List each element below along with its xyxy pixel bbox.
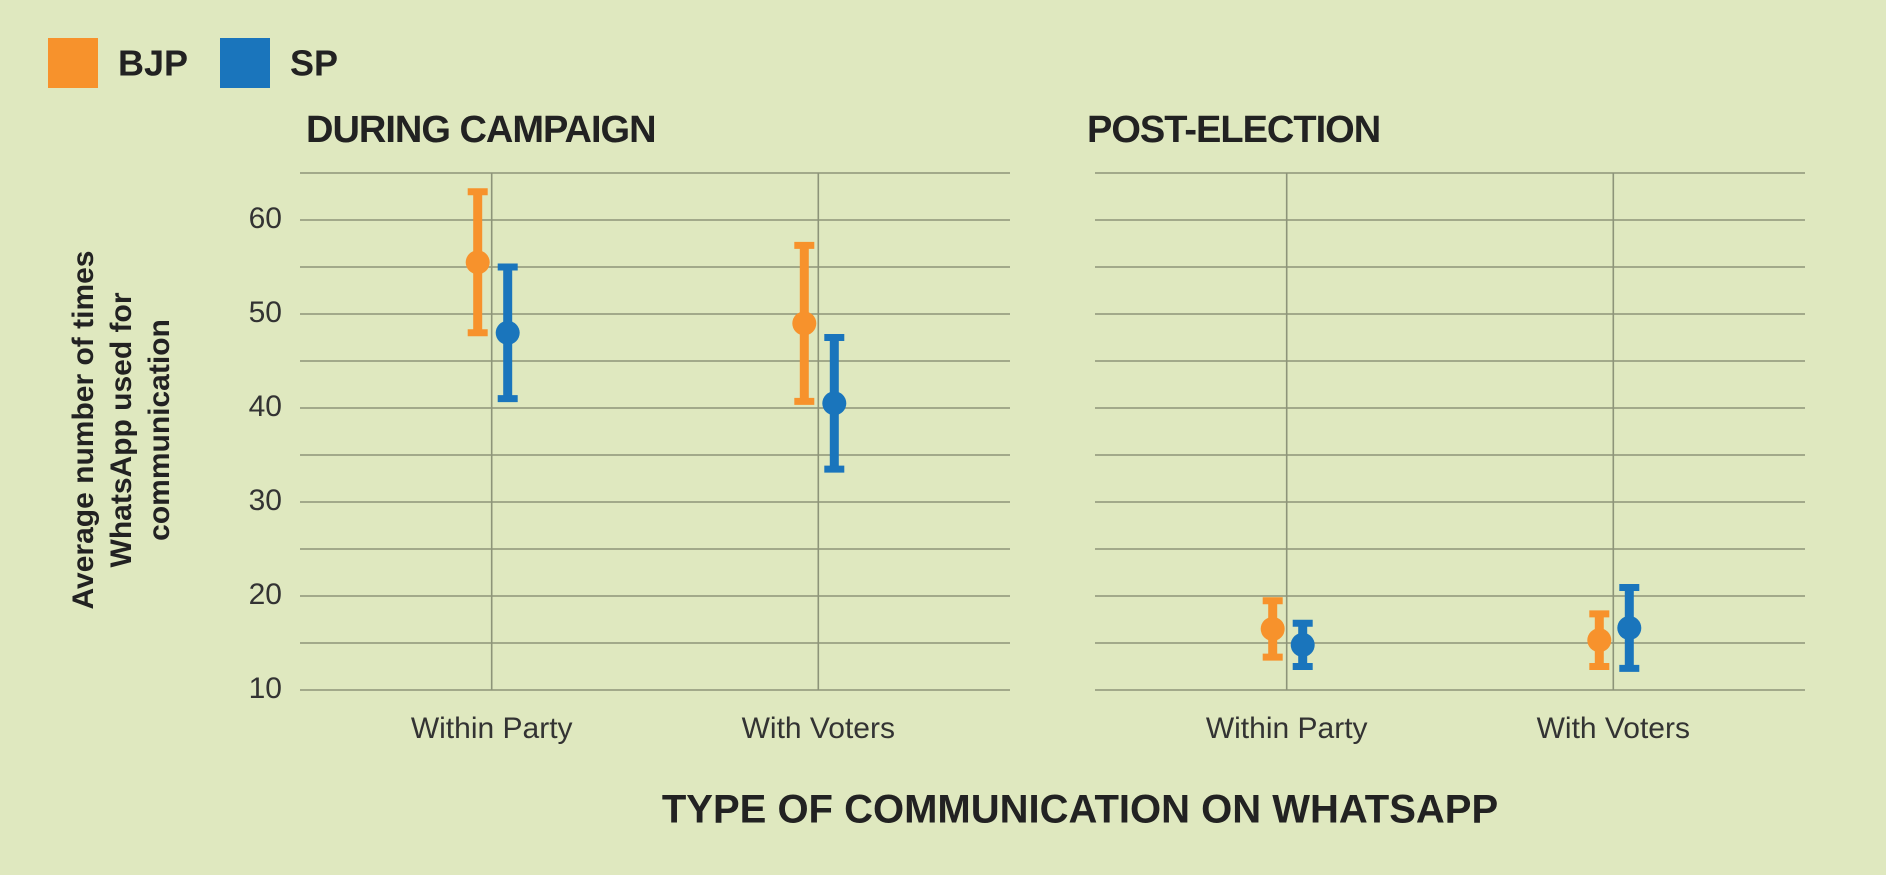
y-tick-label: 60 (249, 202, 282, 235)
y-axis-label: Average number of times (67, 251, 100, 610)
point (1260, 616, 1285, 641)
x-tick-label: Within Party (1206, 712, 1368, 745)
y-tick-label: 40 (249, 390, 282, 423)
x-tick-label: With Voters (1537, 712, 1690, 745)
point (1290, 632, 1315, 657)
legend-label: BJP (118, 43, 188, 84)
x-tick-label: With Voters (742, 712, 895, 745)
point (1587, 628, 1612, 653)
legend-swatch (220, 38, 270, 88)
point (792, 311, 817, 336)
y-tick-label: 30 (249, 484, 282, 517)
point (465, 250, 490, 275)
point (1617, 615, 1642, 640)
panel-title: POST-ELECTION (1087, 109, 1380, 151)
y-tick-label: 20 (249, 578, 282, 611)
panel-title: DURING CAMPAIGN (306, 109, 656, 151)
y-axis-label: WhatsApp used for (105, 292, 138, 567)
point (495, 320, 520, 345)
legend-label: SP (290, 43, 338, 84)
y-tick-label: 50 (249, 296, 282, 329)
point (822, 391, 847, 416)
y-axis-label: communication (143, 319, 176, 541)
legend-swatch (48, 38, 98, 88)
x-axis-label: TYPE OF COMMUNICATION ON WHATSAPP (662, 788, 1498, 832)
x-tick-label: Within Party (411, 712, 573, 745)
y-tick-label: 10 (249, 672, 282, 705)
